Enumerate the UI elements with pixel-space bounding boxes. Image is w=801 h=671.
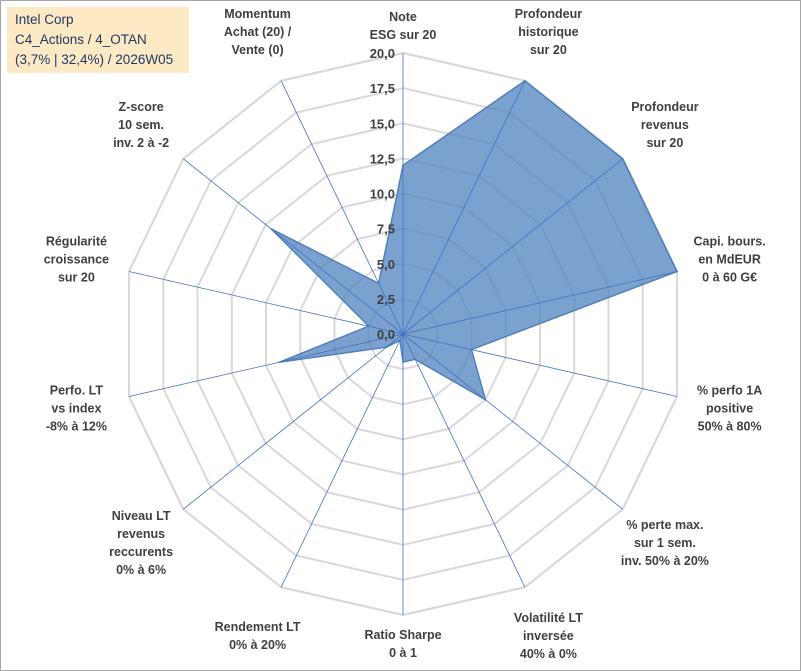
title-line-stats: (3,7% | 32,4%) / 2026W05 [15,52,174,67]
spoke-13 [280,80,404,335]
tick-label: 17,5 [370,81,395,96]
tick-label: 0,0 [377,327,395,342]
tick-label: 2,5 [377,292,395,307]
axis-label-line: sur 1 sem. [634,536,696,550]
axis-label-5: % perte max. sur 1 sem. inv. 50% à 20% [621,518,709,568]
axis-label-line: inv. 2 à -2 [113,136,169,150]
radar-series [270,79,679,402]
axis-label-line: Vente (0) [232,43,284,57]
tick-label: 10,0 [370,187,395,202]
spoke-4 [402,333,678,397]
axis-label-line: Profondeur [631,100,698,114]
axis-label-line: Volatilité LT [514,611,583,625]
title-line-category: C4_Actions / 4_OTAN [15,32,147,47]
tick-label: 7,5 [377,222,395,237]
axis-label-line: Note [389,10,417,24]
axis-label-2: Profondeur revenus sur 20 [631,100,698,150]
axis-label-line: revenus [117,527,165,541]
axis-label-12: Z-score 10 sem. inv. 2 à -2 [113,100,169,150]
axis-label-line: inversée [523,629,574,643]
chart-title-box: Intel Corp C4_Actions / 4_OTAN (3,7% | 3… [7,7,189,73]
spoke-12 [183,158,404,335]
axis-label-line: Ratio Sharpe [364,628,441,642]
axis-label-line: historique [518,25,578,39]
axis-label-line: sur 20 [646,136,683,150]
axis-label-13: Momentum Achat (20) / Vente (0) [224,7,292,57]
axis-label-line: Capi. bours. [693,235,765,249]
spoke-6 [402,333,526,588]
axis-label-line: 50% à 80% [698,420,762,434]
title-line-company: Intel Corp [15,12,74,27]
axis-label-line: 0 à 1 [389,646,417,660]
axis-label-line: 10 sem. [118,118,164,132]
axis-label-line: revenus [641,118,689,132]
radar-axis-labels: Note ESG sur 20 Profondeur historique sur 20… [44,7,766,661]
axis-label-line: positive [706,402,753,416]
spoke-11 [128,271,404,335]
axis-label-line: sur 20 [58,271,95,285]
series-area [270,79,679,402]
spoke-3 [402,271,678,335]
axis-label-4: % perfo 1A positive 50% à 80% [697,384,762,434]
spoke-1 [402,80,526,335]
axis-label-1: Profondeur historique sur 20 [515,7,582,57]
radar-tick-labels: 0,0 2,5 5,0 7,5 10,0 12,5 15,0 17,5 20,0 [370,46,395,342]
tick-label: 20,0 [370,46,395,61]
axis-label-line: % perte max. [626,518,703,532]
axis-label-line: % perfo 1A [697,384,762,398]
tick-label: 15,0 [370,116,395,131]
axis-label-line: sur 20 [530,43,567,57]
axis-label-line: ESG sur 20 [370,28,437,42]
axis-label-line: Achat (20) / [224,25,292,39]
axis-label-line: 0% à 20% [229,638,286,652]
spoke-8 [280,333,404,588]
tick-label: 12,5 [370,151,395,166]
axis-label-3: Capi. bours. en MdEUR 0 à 60 G€ [693,235,765,285]
spoke-9 [183,333,404,510]
axis-label-8: Rendement LT 0% à 20% [215,620,301,652]
spoke-10 [128,333,404,397]
axis-label-line: inv. 50% à 20% [621,554,709,568]
spoke-2 [402,158,623,335]
axis-label-line: reccurents [109,545,173,559]
axis-label-line: vs index [51,402,101,416]
axis-label-0: Note ESG sur 20 [370,10,437,42]
spoke-5 [402,333,623,510]
axis-label-line: Perfo. LT [50,384,104,398]
axis-label-11: Régularité croissance sur 20 [44,235,109,285]
axis-label-line: Régularité [46,235,107,249]
tick-label: 5,0 [377,257,395,272]
axis-label-line: Niveau LT [112,509,171,523]
axis-label-line: 0 à 60 G€ [702,271,757,285]
axis-label-line: -8% à 12% [46,420,107,434]
axis-label-line: en MdEUR [698,253,761,267]
radar-spokes [128,53,678,615]
axis-label-6: Volatilité LT inversée 40% à 0% [514,611,583,661]
axis-label-9: Niveau LT revenus reccurents 0% à 6% [109,509,173,577]
axis-label-line: 0% à 6% [116,563,166,577]
axis-label-line: Profondeur [515,7,582,21]
axis-label-line: Rendement LT [215,620,301,634]
axis-label-line: Z-score [119,100,164,114]
axis-label-line: Momentum [224,7,291,21]
axis-label-line: croissance [44,253,109,267]
axis-label-line: 40% à 0% [520,647,577,661]
axis-label-7: Ratio Sharpe 0 à 1 [364,628,441,660]
axis-label-10: Perfo. LT vs index -8% à 12% [46,384,107,434]
